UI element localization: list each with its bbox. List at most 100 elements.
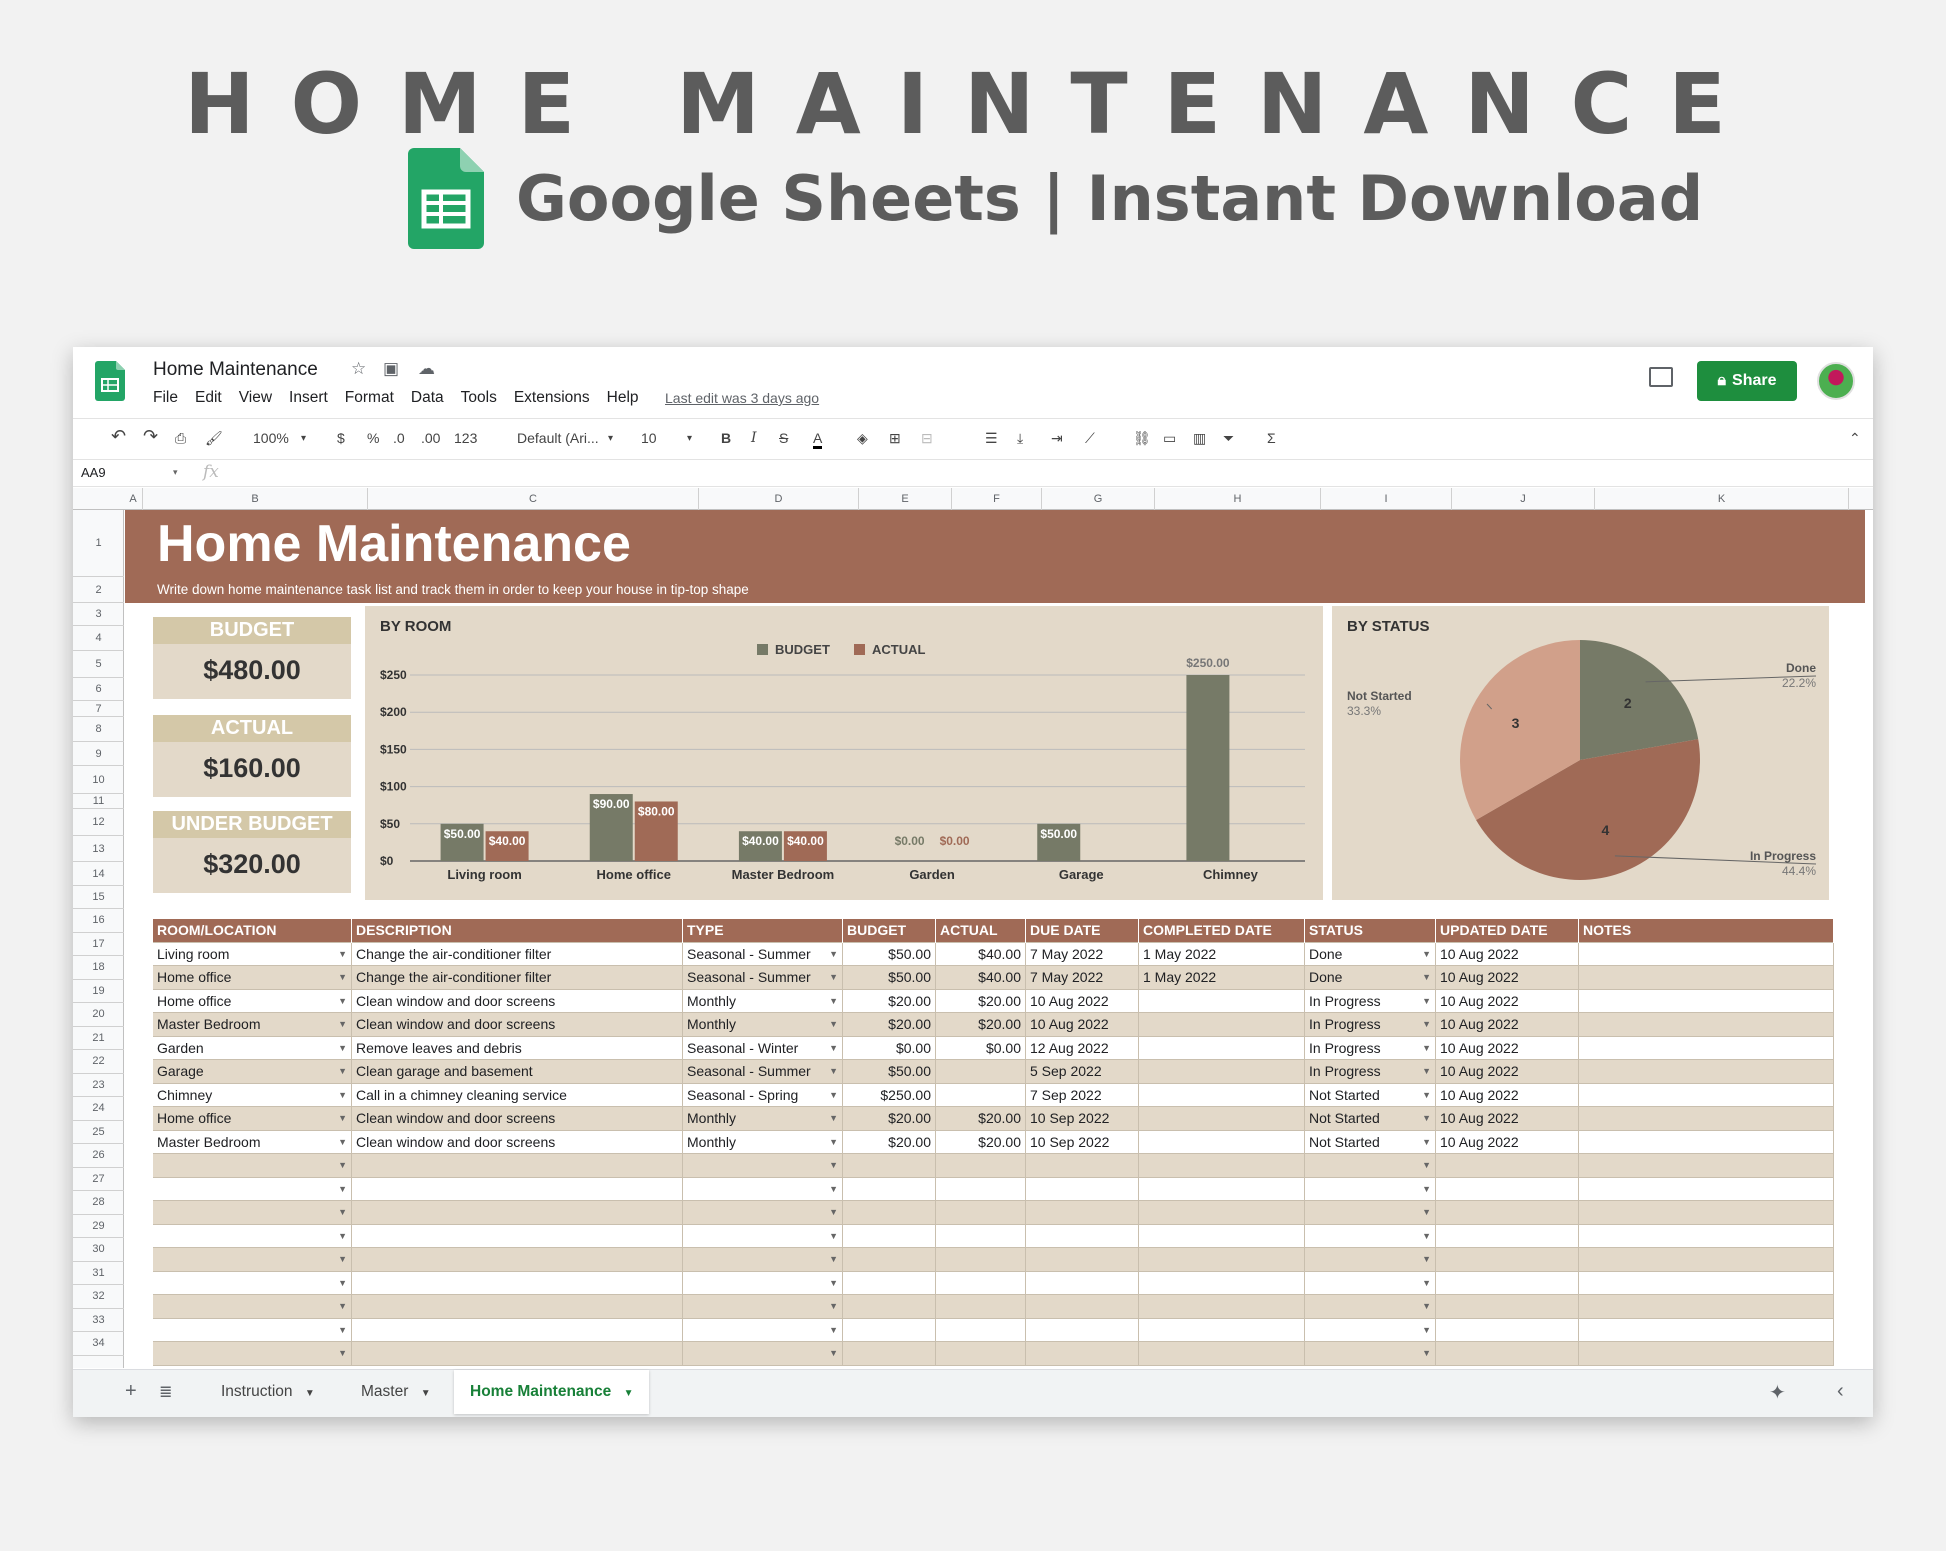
- table-cell[interactable]: ▼: [153, 1342, 352, 1366]
- table-cell[interactable]: ▼: [683, 1177, 843, 1201]
- row-header[interactable]: 34: [73, 1332, 124, 1356]
- dropdown-chevron-icon[interactable]: ▼: [338, 1207, 347, 1217]
- table-cell[interactable]: Chimney ▼: [153, 1083, 352, 1107]
- tab-home-maintenance[interactable]: Home Maintenance ▼: [454, 1370, 650, 1414]
- dropdown-chevron-icon[interactable]: ▼: [1422, 1277, 1431, 1288]
- table-cell[interactable]: Not Started ▼: [1305, 1130, 1436, 1154]
- table-cell[interactable]: Clean window and door screens: [352, 1013, 683, 1037]
- table-cell[interactable]: 5 Sep 2022: [1026, 1060, 1139, 1084]
- table-cell[interactable]: ▼: [153, 1154, 352, 1178]
- table-cell[interactable]: ▼: [683, 1201, 843, 1225]
- table-cell[interactable]: Seasonal - Summer ▼: [683, 1060, 843, 1084]
- row-header[interactable]: 23: [73, 1074, 124, 1097]
- table-cell[interactable]: [1139, 1271, 1305, 1295]
- table-cell[interactable]: Monthly ▼: [683, 1107, 843, 1131]
- dropdown-chevron-icon[interactable]: ▼: [338, 1324, 347, 1335]
- tab-chevron-icon[interactable]: ▼: [420, 1388, 431, 1399]
- table-cell[interactable]: ▼: [1305, 1248, 1436, 1272]
- table-cell[interactable]: [1579, 1154, 1834, 1178]
- italic-icon[interactable]: I: [751, 430, 757, 446]
- table-cell[interactable]: 10 Aug 2022: [1436, 1130, 1579, 1154]
- zoom-chevron-icon[interactable]: ▾: [301, 433, 307, 444]
- table-cell[interactable]: In Progress ▼: [1305, 1013, 1436, 1037]
- table-cell[interactable]: [1436, 1342, 1579, 1366]
- dropdown-chevron-icon[interactable]: ▼: [338, 972, 347, 982]
- format-percent-button[interactable]: %: [367, 430, 380, 446]
- dropdown-chevron-icon[interactable]: ▼: [829, 1042, 838, 1053]
- table-cell[interactable]: [352, 1271, 683, 1295]
- table-cell[interactable]: [1436, 1318, 1579, 1342]
- table-cell[interactable]: ▼: [1305, 1224, 1436, 1248]
- table-cell[interactable]: [1139, 1036, 1305, 1060]
- cloud-status-icon[interactable]: ☁: [418, 359, 435, 378]
- avatar[interactable]: [1817, 362, 1855, 400]
- menu-extensions[interactable]: Extensions: [513, 389, 590, 406]
- table-cell[interactable]: 10 Aug 2022: [1436, 1036, 1579, 1060]
- explore-icon[interactable]: ✦: [1769, 1382, 1786, 1404]
- dropdown-chevron-icon[interactable]: ▼: [829, 1066, 838, 1076]
- table-cell[interactable]: [843, 1154, 936, 1178]
- row-header[interactable]: 18: [73, 956, 124, 980]
- dropdown-chevron-icon[interactable]: ▼: [1422, 1230, 1431, 1241]
- table-cell[interactable]: ▼: [1305, 1177, 1436, 1201]
- table-cell[interactable]: [1026, 1154, 1139, 1178]
- dropdown-chevron-icon[interactable]: ▼: [1422, 1207, 1431, 1217]
- table-cell[interactable]: Seasonal - Winter ▼: [683, 1036, 843, 1060]
- table-cell[interactable]: 10 Sep 2022: [1026, 1130, 1139, 1154]
- table-cell[interactable]: Monthly ▼: [683, 989, 843, 1013]
- table-cell[interactable]: [1139, 1154, 1305, 1178]
- table-cell[interactable]: Call in a chimney cleaning service: [352, 1083, 683, 1107]
- move-folder-icon[interactable]: ▣: [383, 359, 400, 378]
- table-cell[interactable]: 7 Sep 2022: [1026, 1083, 1139, 1107]
- table-cell[interactable]: $0.00: [936, 1036, 1026, 1060]
- table-cell[interactable]: $20.00: [936, 1130, 1026, 1154]
- row-header[interactable]: 31: [73, 1262, 124, 1285]
- dropdown-chevron-icon[interactable]: ▼: [1422, 1160, 1431, 1170]
- table-cell[interactable]: [1579, 942, 1834, 966]
- insert-chart-icon[interactable]: ▥: [1193, 430, 1207, 446]
- table-cell[interactable]: [1139, 1224, 1305, 1248]
- menu-help[interactable]: Help: [606, 389, 639, 406]
- dropdown-chevron-icon[interactable]: ▼: [829, 1277, 838, 1288]
- bold-icon[interactable]: B: [721, 430, 732, 446]
- table-cell[interactable]: [936, 1295, 1026, 1319]
- table-cell[interactable]: 7 May 2022: [1026, 966, 1139, 990]
- table-cell[interactable]: Monthly ▼: [683, 1130, 843, 1154]
- table-cell[interactable]: $20.00: [936, 1107, 1026, 1131]
- merge-cells-icon[interactable]: ⊟: [921, 430, 933, 446]
- dropdown-chevron-icon[interactable]: ▼: [829, 1113, 838, 1123]
- table-cell[interactable]: [936, 1342, 1026, 1366]
- dropdown-chevron-icon[interactable]: ▼: [829, 1160, 838, 1170]
- table-cell[interactable]: Monthly ▼: [683, 1013, 843, 1037]
- row-header[interactable]: 33: [73, 1309, 124, 1332]
- table-cell[interactable]: Remove leaves and debris: [352, 1036, 683, 1060]
- table-cell[interactable]: Master Bedroom ▼: [153, 1130, 352, 1154]
- table-cell[interactable]: Garage ▼: [153, 1060, 352, 1084]
- table-cell[interactable]: Living room ▼: [153, 942, 352, 966]
- format-currency-button[interactable]: $: [337, 430, 345, 446]
- menu-format[interactable]: Format: [344, 389, 394, 406]
- column-header[interactable]: G: [1042, 488, 1155, 510]
- increase-decimal-button[interactable]: .00: [421, 430, 441, 446]
- table-cell[interactable]: [936, 1318, 1026, 1342]
- table-cell[interactable]: Seasonal - Summer ▼: [683, 942, 843, 966]
- table-cell[interactable]: [1139, 1013, 1305, 1037]
- menu-data[interactable]: Data: [410, 389, 444, 406]
- menu-tools[interactable]: Tools: [460, 389, 497, 406]
- strikethrough-icon[interactable]: S: [779, 430, 789, 446]
- table-cell[interactable]: [1026, 1177, 1139, 1201]
- table-cell[interactable]: [1139, 1060, 1305, 1084]
- table-cell[interactable]: 10 Aug 2022: [1436, 1107, 1579, 1131]
- table-cell[interactable]: [843, 1224, 936, 1248]
- row-header[interactable]: 27: [73, 1168, 124, 1191]
- table-cell[interactable]: Home office ▼: [153, 1107, 352, 1131]
- table-cell[interactable]: [1579, 1130, 1834, 1154]
- row-header[interactable]: 3: [73, 603, 124, 626]
- insert-link-icon[interactable]: ⛓︎: [1133, 430, 1151, 446]
- table-cell[interactable]: ▼: [153, 1295, 352, 1319]
- dropdown-chevron-icon[interactable]: ▼: [338, 1183, 347, 1194]
- dropdown-chevron-icon[interactable]: ▼: [338, 1089, 347, 1100]
- table-cell[interactable]: Not Started ▼: [1305, 1083, 1436, 1107]
- table-cell[interactable]: [1139, 1318, 1305, 1342]
- table-cell[interactable]: ▼: [683, 1271, 843, 1295]
